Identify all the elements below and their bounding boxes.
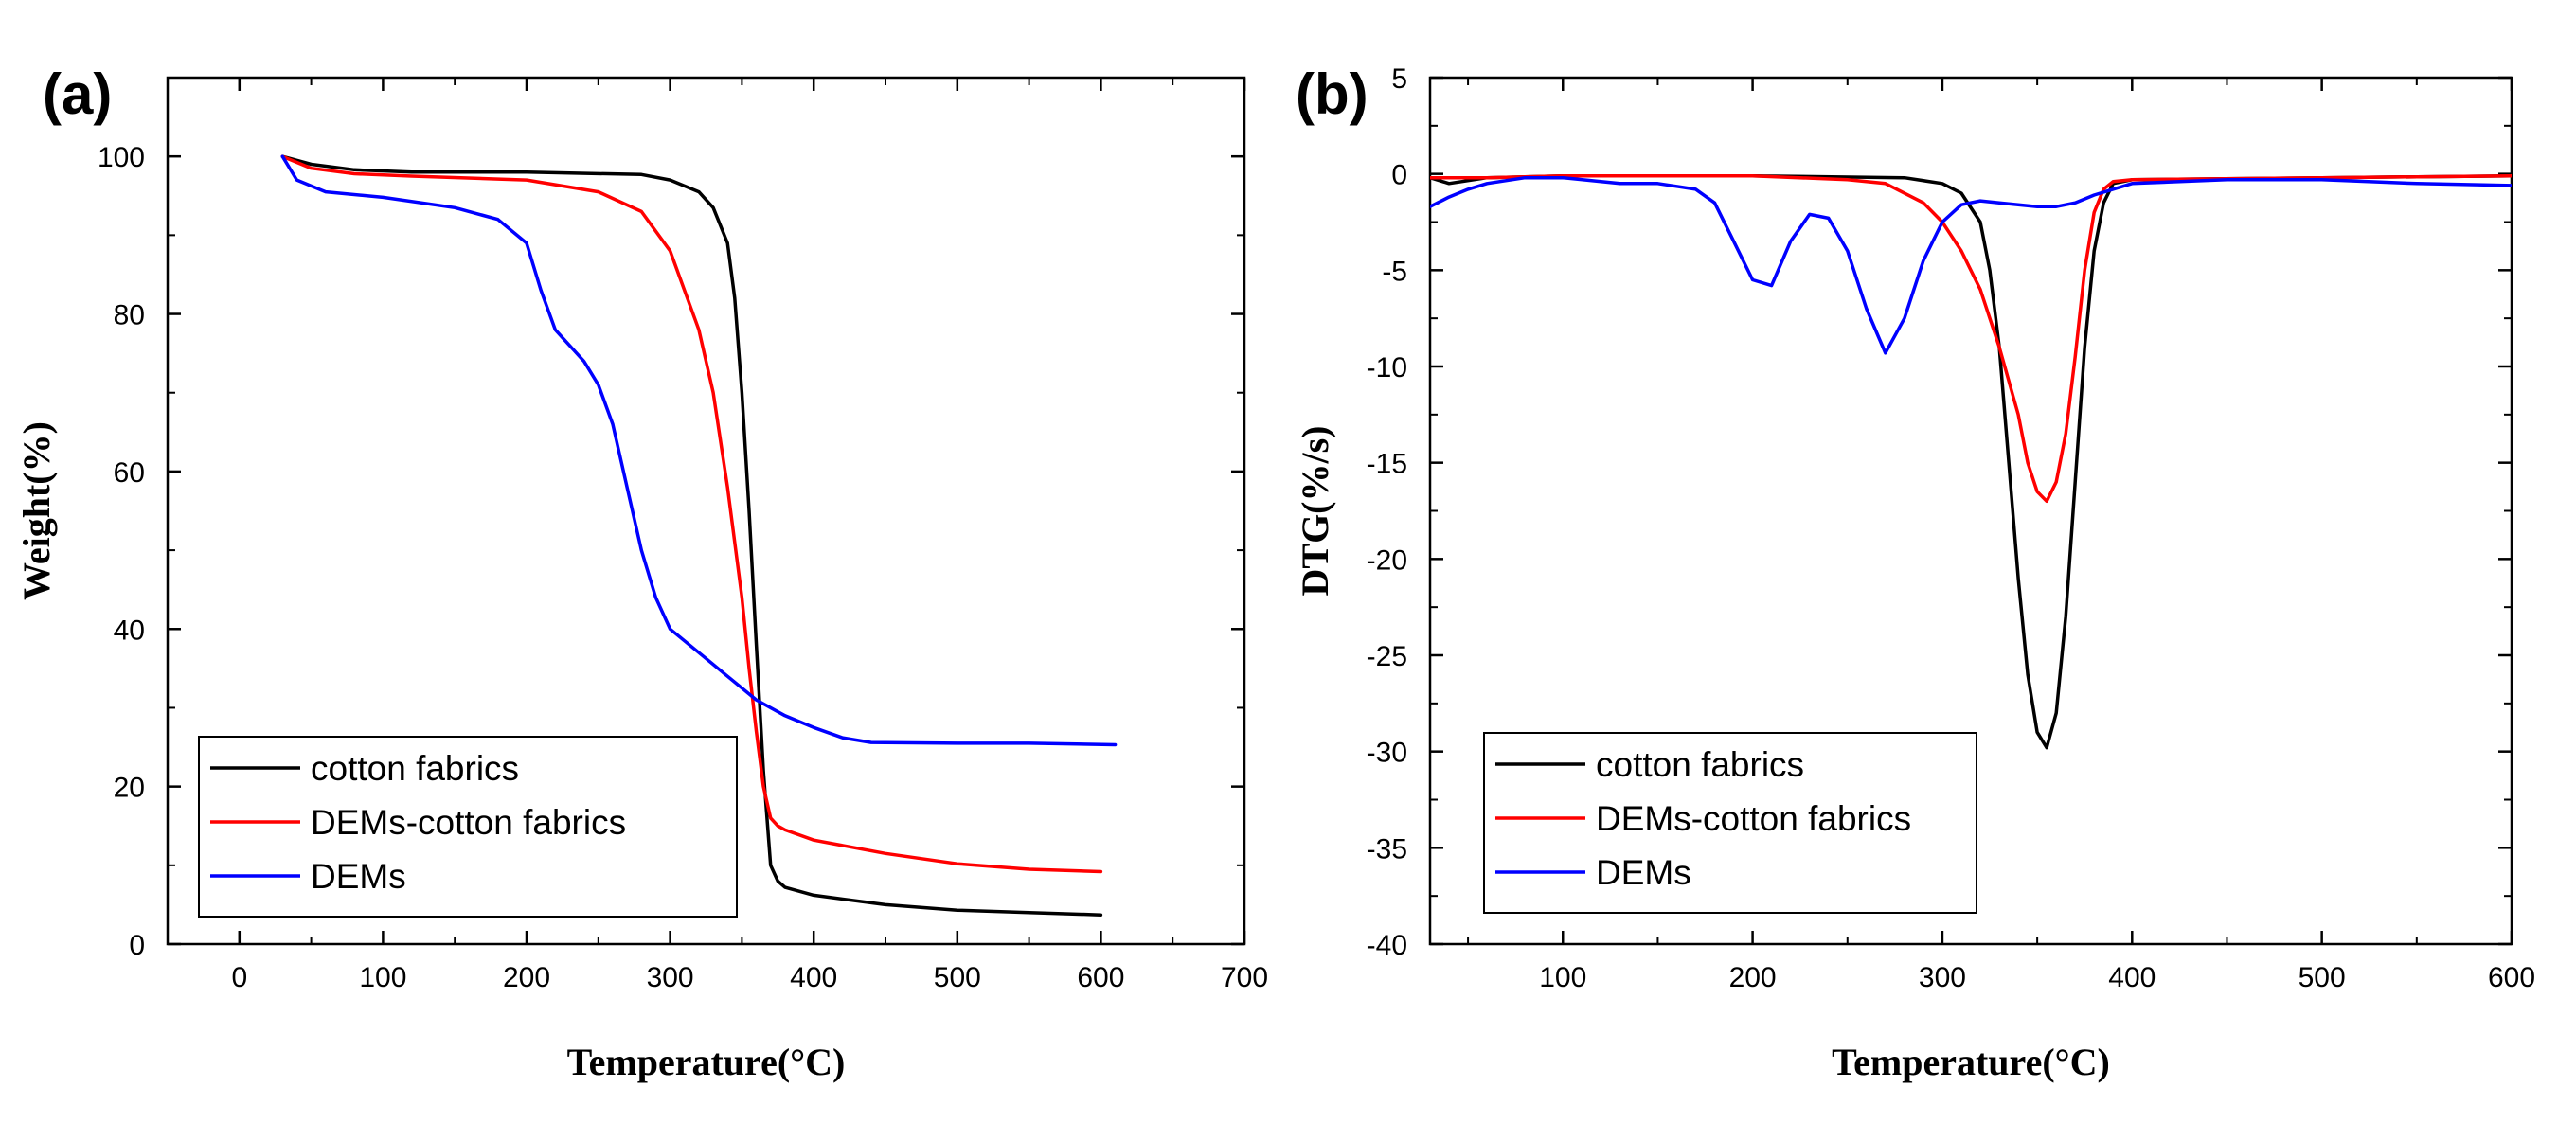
legend-label: DEMs-cotton fabrics xyxy=(311,803,626,842)
x-tick-label: 500 xyxy=(934,962,981,993)
x-tick-label: 100 xyxy=(1539,962,1586,993)
legend-label: cotton fabrics xyxy=(311,749,519,788)
panel-letter: (a) xyxy=(43,62,112,126)
x-tick-label: 200 xyxy=(1729,962,1777,993)
legend: cotton fabrics DEMs-cotton fabrics DEMs xyxy=(198,736,738,918)
y-tick-label: -20 xyxy=(1367,544,1407,576)
x-tick-label: 600 xyxy=(2488,962,2535,993)
y-tick-label: 0 xyxy=(129,930,145,961)
y-tick-label: -25 xyxy=(1367,641,1407,672)
legend-label: DEMs xyxy=(311,857,406,896)
x-tick-label: 300 xyxy=(1919,962,1966,993)
y-tick-label: -40 xyxy=(1367,930,1407,961)
y-tick-label: 20 xyxy=(114,773,145,804)
plot-frame xyxy=(166,76,1246,946)
y-tick-label: 60 xyxy=(114,457,145,489)
x-tick-label: 400 xyxy=(2108,962,2156,993)
series-line-dems-cotton-fabrics xyxy=(1430,173,2512,504)
y-tick-label: 40 xyxy=(114,615,145,646)
y-tick-label: -30 xyxy=(1367,738,1407,769)
x-tick-label: 500 xyxy=(2299,962,2346,993)
x-axis-title: Temperature(°C) xyxy=(567,1041,846,1083)
x-tick-label: 600 xyxy=(1077,962,1124,993)
y-axis-title: Weight(%) xyxy=(15,421,58,600)
panel-a: (a) 0 100 200 300 400 500 600 700 0 20 40 60 80 100 Tem… xyxy=(15,62,1268,1083)
series-line-cotton-fabrics xyxy=(1430,173,2512,750)
legend-label: DEMs xyxy=(1596,853,1691,892)
y-tick-label: -5 xyxy=(1382,256,1407,287)
panel-letter: (b) xyxy=(1296,62,1368,126)
series-line-dems xyxy=(280,154,1118,747)
legend: cotton fabrics DEMs-cotton fabrics DEMs xyxy=(1483,732,1977,914)
y-tick-label: 100 xyxy=(98,142,145,173)
y-tick-label: 80 xyxy=(114,300,145,331)
x-tick-label: 400 xyxy=(790,962,837,993)
x-tick-label: 200 xyxy=(503,962,550,993)
x-tick-label: 700 xyxy=(1221,962,1268,993)
x-tick-label: 100 xyxy=(359,962,406,993)
panel-b: (b) 100 200 300 400 500 600 5 0 -5 -10 -15 -20 -25 -30… xyxy=(1294,62,2535,1083)
y-tick-label: -15 xyxy=(1367,449,1407,480)
series-line-dems xyxy=(1430,175,2512,355)
series-line-dems-cotton-fabrics xyxy=(280,154,1103,874)
y-tick-label: -10 xyxy=(1367,352,1407,384)
x-tick-label: 0 xyxy=(231,962,247,993)
legend-label: DEMs-cotton fabrics xyxy=(1596,799,1911,838)
x-axis-title: Temperature(°C) xyxy=(1832,1041,2110,1083)
legend-label: cotton fabrics xyxy=(1596,745,1804,784)
x-tick-label: 300 xyxy=(647,962,694,993)
y-tick-label: 0 xyxy=(1391,160,1407,191)
series-line-cotton-fabrics xyxy=(280,154,1103,917)
y-tick-label: 5 xyxy=(1391,63,1407,95)
y-tick-label: -35 xyxy=(1367,833,1407,865)
y-axis-title: DTG(%/s) xyxy=(1294,426,1336,597)
